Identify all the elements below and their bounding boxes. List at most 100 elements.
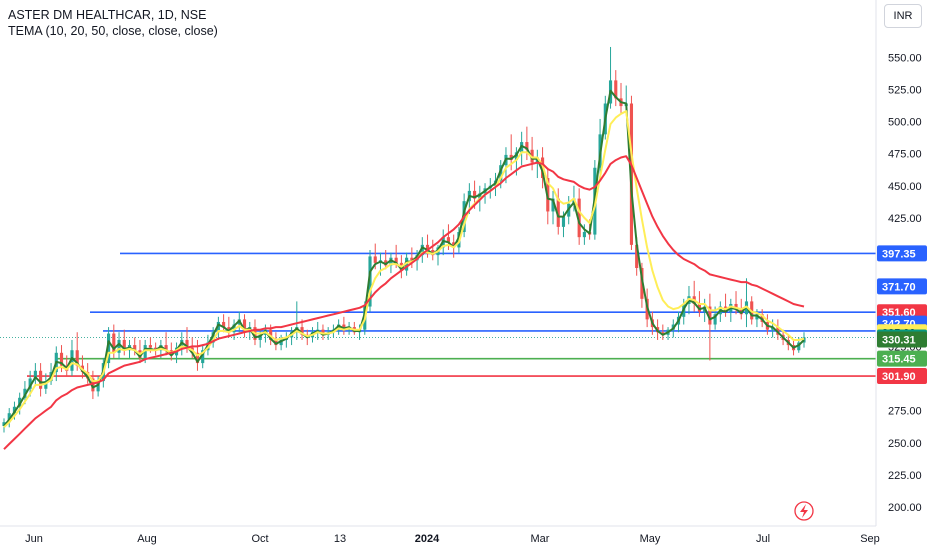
- candle-body: [258, 334, 262, 340]
- candle: [582, 224, 586, 245]
- candle-body: [755, 314, 759, 320]
- candle-body: [760, 314, 764, 322]
- candle: [107, 327, 111, 369]
- y-tick-label: 225.00: [888, 470, 922, 482]
- candle: [389, 252, 393, 274]
- candle-body: [12, 406, 17, 414]
- candle-body: [44, 381, 48, 389]
- candle-body: [452, 242, 456, 248]
- candle-body: [216, 321, 220, 333]
- price-badge: 301.90: [877, 368, 927, 385]
- candle: [222, 314, 226, 333]
- y-tick-label: 525.00: [888, 84, 922, 96]
- candle: [39, 363, 43, 397]
- candle-body: [122, 339, 126, 351]
- candle-body: [514, 152, 518, 161]
- y-tick-label: 200.00: [888, 502, 922, 514]
- candle-body: [232, 324, 236, 333]
- candle-body: [420, 244, 424, 256]
- candle: [384, 250, 388, 270]
- candle: [117, 332, 121, 360]
- y-tick-label: 250.00: [888, 438, 922, 450]
- candle: [530, 136, 534, 171]
- candle-body: [373, 256, 377, 263]
- candle-body: [384, 260, 388, 266]
- candle-body: [425, 244, 430, 250]
- candle-body: [405, 257, 409, 271]
- price-badge-bg: [877, 331, 927, 348]
- x-tick-label: Mar: [531, 533, 550, 545]
- candle-body: [525, 142, 529, 150]
- candle: [33, 363, 37, 387]
- candle-body: [154, 347, 158, 351]
- chart-title: ASTER DM HEALTHCAR, 1D, NSE: [8, 8, 207, 22]
- candle: [279, 334, 283, 351]
- candle-body: [96, 381, 100, 392]
- candle: [708, 293, 712, 361]
- y-tick-label: 275.00: [888, 406, 922, 418]
- x-tick-label: Sep: [860, 533, 880, 545]
- candle: [342, 316, 346, 335]
- candle: [556, 188, 560, 235]
- candle-body: [148, 345, 152, 348]
- price-badge: 397.35: [877, 245, 927, 262]
- candle-body: [201, 350, 205, 364]
- candle: [776, 319, 780, 340]
- candle-body: [321, 329, 325, 335]
- candle-body: [75, 350, 79, 366]
- candle: [410, 247, 414, 268]
- price-badge-label: 315.45: [882, 354, 916, 366]
- price-badge-label: 330.31: [882, 335, 916, 347]
- price-badge-bg: [877, 368, 927, 385]
- lightning-icon[interactable]: [794, 501, 814, 521]
- candle-body: [195, 352, 200, 364]
- y-tick-label: 550.00: [888, 52, 922, 64]
- candle-body: [713, 314, 717, 325]
- candle-body: [797, 342, 801, 351]
- candle-body: [473, 190, 477, 199]
- candle: [91, 370, 95, 400]
- candle: [274, 332, 278, 351]
- candle-body: [551, 198, 555, 212]
- candle: [619, 82, 623, 114]
- candle-body: [86, 372, 90, 379]
- x-tick-label: Aug: [137, 533, 157, 545]
- candle-body: [91, 378, 95, 392]
- candle-body: [143, 345, 147, 358]
- currency-button[interactable]: INR: [884, 4, 922, 28]
- candle-body: [389, 257, 393, 266]
- candle: [211, 327, 215, 348]
- indicator-legend: TEMA (10, 20, 50, close, close, close): [8, 24, 218, 38]
- candle-body: [499, 165, 503, 181]
- candle-body: [159, 345, 163, 351]
- candle-body: [269, 329, 273, 340]
- candle-body: [117, 339, 121, 353]
- candle-body: [410, 257, 414, 261]
- price-badge-label: 397.35: [882, 248, 916, 260]
- candle-body: [582, 232, 586, 238]
- candle-body: [211, 332, 215, 343]
- candle-body: [107, 333, 111, 364]
- candle: [174, 342, 179, 364]
- x-tick-label: Jul: [756, 533, 770, 545]
- candle: [425, 234, 430, 258]
- candle: [7, 408, 11, 428]
- candle-body: [59, 352, 64, 366]
- x-tick-label: Jun: [25, 533, 43, 545]
- candle: [405, 252, 409, 276]
- candle-body: [446, 237, 451, 243]
- price-badge: 330.31: [877, 331, 927, 348]
- tema-line: [3, 155, 805, 450]
- candle-body: [802, 337, 806, 343]
- price-badge: 371.70: [877, 278, 927, 295]
- candle-body: [164, 345, 168, 351]
- candle: [420, 237, 424, 263]
- candle: [729, 298, 733, 322]
- candle: [760, 309, 764, 328]
- candle: [724, 293, 728, 317]
- candle-body: [112, 333, 116, 353]
- candle-body: [222, 321, 226, 328]
- candle: [201, 345, 205, 369]
- candle: [431, 239, 435, 261]
